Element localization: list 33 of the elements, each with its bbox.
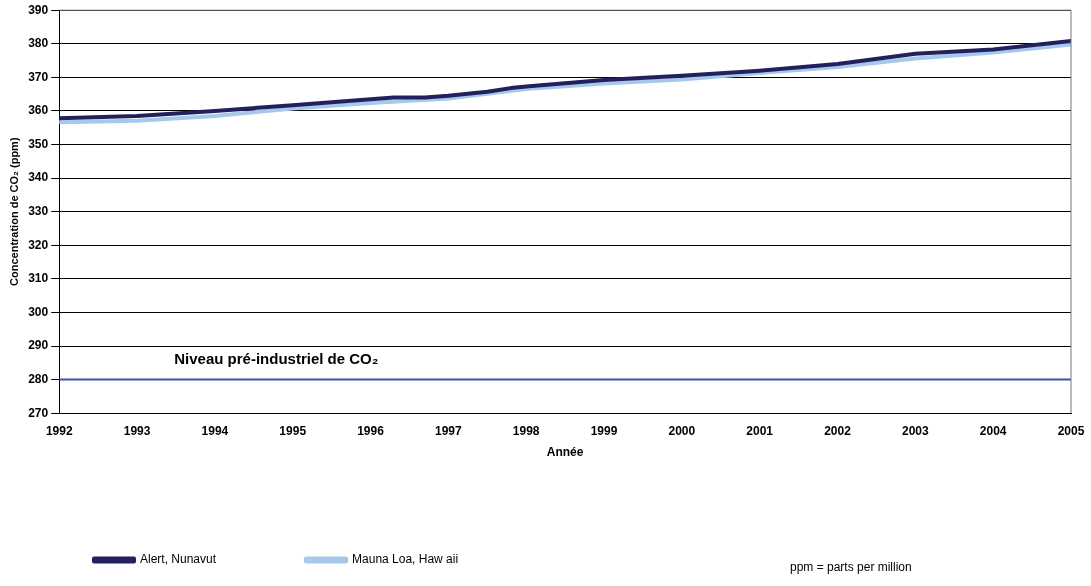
y-tick-label: 280 (28, 371, 49, 386)
y-tick-label: 300 (28, 304, 49, 319)
x-tick-label: 2001 (746, 423, 774, 438)
legend-label: Alert, Nunavut (140, 552, 217, 567)
legend-label: Mauna Loa, Haw aii (352, 552, 459, 567)
y-tick-label: 290 (28, 338, 49, 353)
ref-line-label: Niveau pré-industriel de CO₂ (174, 350, 379, 368)
x-tick-label: 2005 (1057, 423, 1085, 438)
x-axis-title: Année (546, 445, 584, 460)
y-tick-label: 340 (28, 170, 49, 185)
y-tick-label: 330 (28, 204, 49, 219)
y-tick-label: 360 (28, 103, 49, 118)
x-tick-label: 2000 (668, 423, 696, 438)
x-tick-label: 2002 (824, 423, 852, 438)
x-tick-label: 1996 (357, 423, 385, 438)
y-tick-label: 320 (28, 237, 49, 252)
y-tick-label: 270 (28, 405, 49, 420)
x-tick-label: 1993 (123, 423, 151, 438)
y-tick-label: 380 (28, 36, 49, 51)
y-tick-label: 390 (28, 2, 49, 17)
x-tick-label: 2004 (979, 423, 1007, 438)
y-tick-label: 310 (28, 271, 49, 286)
x-tick-label: 1995 (279, 423, 307, 438)
y-tick-label: 350 (28, 136, 49, 151)
x-tick-label: 1999 (590, 423, 618, 438)
x-tick-label: 1994 (201, 423, 229, 438)
x-tick-label: 1997 (435, 423, 463, 438)
text: ppm = parts per million (790, 560, 912, 574)
y-tick-label: 370 (28, 69, 49, 84)
x-tick-label: 1998 (512, 423, 540, 438)
y-axis-title: Concentration de CO₂ (ppm) (7, 137, 20, 286)
x-tick-label: 1992 (45, 423, 73, 438)
x-tick-label: 2003 (901, 423, 930, 438)
